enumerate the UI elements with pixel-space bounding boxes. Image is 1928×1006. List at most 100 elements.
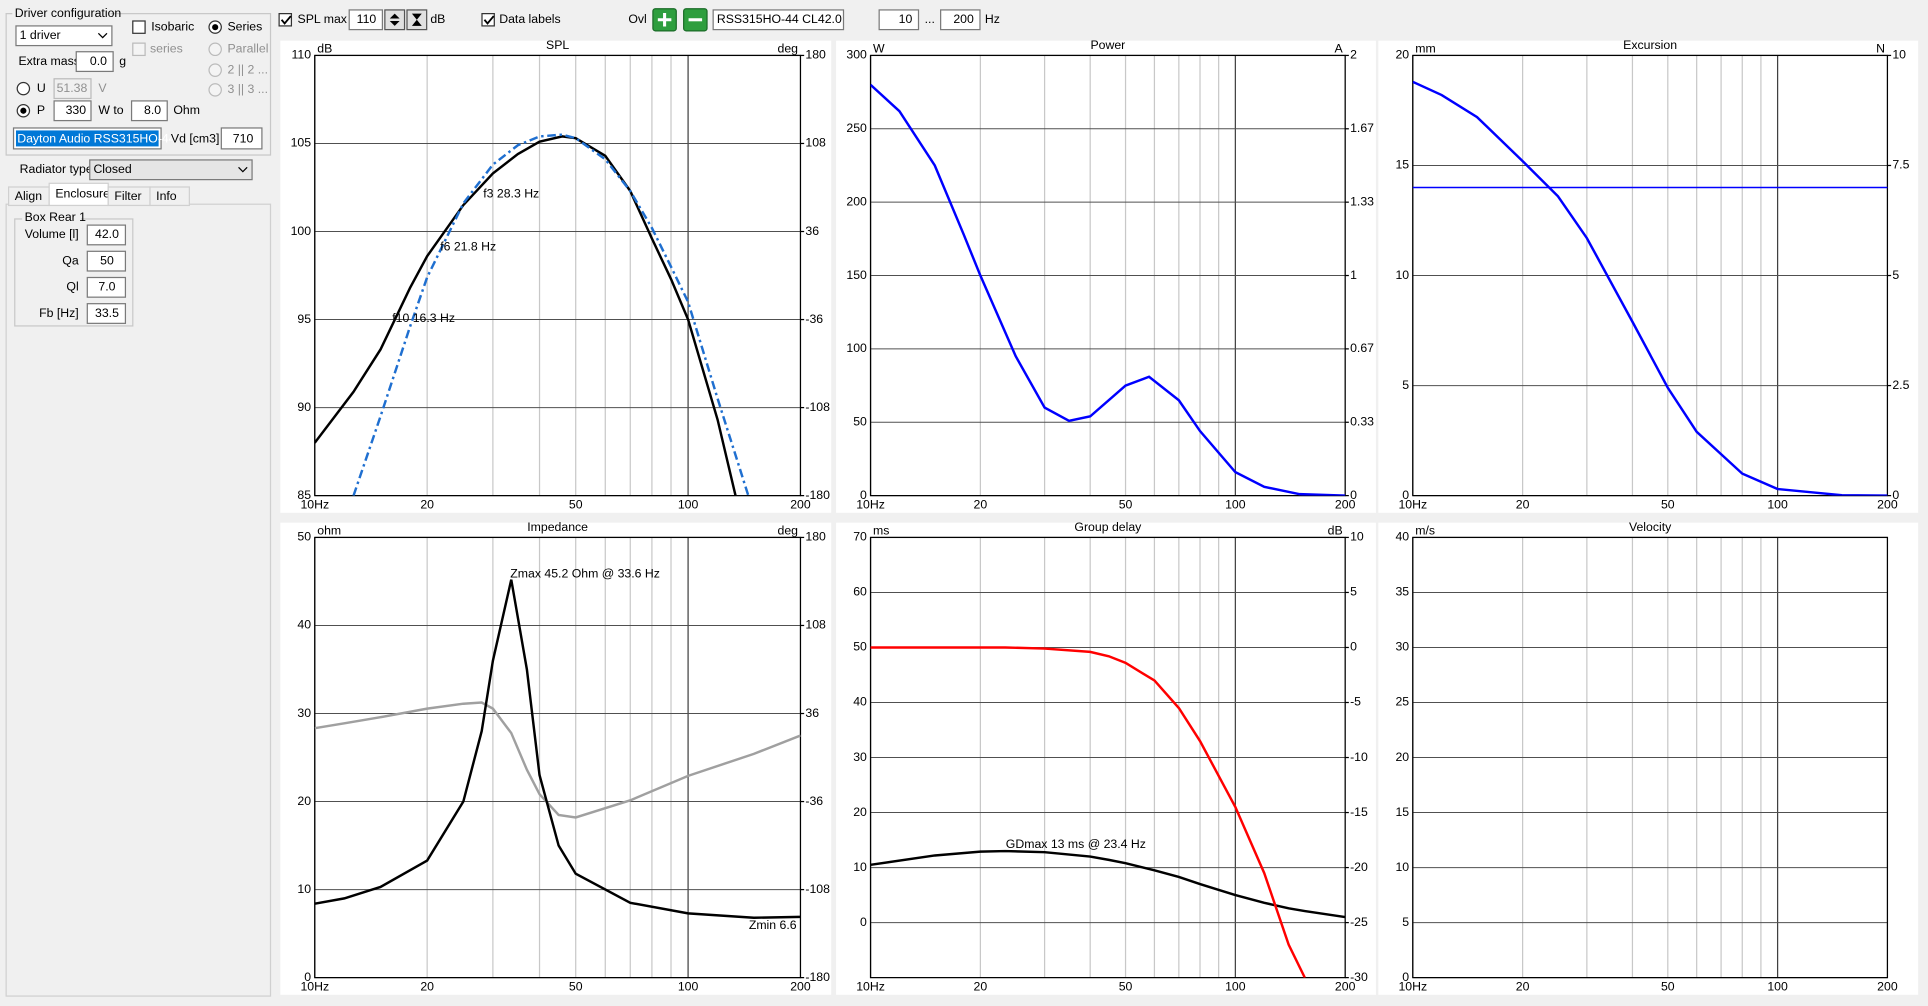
textbox[interactable] [220,127,263,150]
y-tick-label: 110 [291,48,311,62]
y2-tick-label: -180 [805,488,830,502]
tab[interactable] [149,186,190,207]
group-box [5,13,272,156]
x-tick-label: 200 [1335,980,1356,994]
spin-button[interactable] [384,9,406,31]
textbox[interactable] [348,9,384,31]
driver-panel: Driver configuration 1 driver Isobaric S… [5,6,272,997]
y-tick-label: 60 [853,585,867,599]
chart-title: Power [1090,38,1125,52]
radio[interactable] [208,83,222,97]
x-tick-label: 20 [1516,980,1530,994]
label: Extra mass [18,54,79,68]
radio[interactable] [16,81,31,96]
y2-tick-label: 5 [1892,268,1899,282]
checkbox[interactable] [132,20,146,34]
label: Parallel [227,42,268,56]
y-tick-label: 250 [846,121,867,135]
plot-border [869,54,1346,497]
x-tick-label: 50 [1661,498,1675,512]
chart-panel: 10Hz 20 50 100 2000510152002.557.510Excursio… [1378,38,1919,513]
textbox[interactable] [940,9,981,31]
check [483,15,495,25]
tab-label: Filter [114,189,141,203]
y2-tick-label: 5 [1350,585,1357,599]
dropdown[interactable] [89,159,253,181]
textbox[interactable] [878,9,920,31]
radio[interactable] [208,42,222,57]
y-tick-label: 95 [297,312,311,326]
value: 50 [100,253,114,267]
y2-tick-label: 108 [805,618,826,632]
checkbox[interactable] [481,13,495,27]
y-tick-label: 50 [853,415,867,429]
x-tick-label: 50 [569,980,583,994]
y-tick-label: 20 [853,805,867,819]
y-tick-label: 0 [860,915,867,929]
charts: 10Hz 20 50 100 200859095100105110-180-108-36… [280,38,1919,995]
selection [15,130,159,147]
x-tick-label: 100 [1767,980,1788,994]
x-tick-label: 200 [790,980,811,994]
chart-title: Excursion [1623,38,1677,52]
y-tick-label: 10 [1395,268,1409,282]
value: RSS315HO-44 CL42.0 [717,12,842,26]
check [280,15,292,25]
tab-panel [5,203,272,997]
y-tick-label: 150 [846,268,867,282]
icon [411,13,422,26]
textbox[interactable] [86,250,127,272]
y-tick-label: 30 [1395,640,1409,654]
y-tick-label: 35 [1395,585,1409,599]
value: 42.0 [95,227,119,241]
checkbox[interactable] [132,42,146,57]
textbox[interactable] [86,303,127,324]
group-title-bg [22,211,82,227]
x-tick-label: 200 [1877,980,1898,994]
textbox[interactable] [86,224,127,246]
y2-tick-label: -36 [805,312,823,326]
value: 8.0 [144,103,161,117]
textbox[interactable] [86,276,127,298]
y2-tick-label: 0.67 [1350,341,1374,355]
textbox[interactable] [53,78,92,100]
x-tick-label: 100 [1225,498,1246,512]
y2-tick-label: -36 [805,794,823,808]
data-label: Zmax 45.2 Ohm @ 33.6 Hz [510,567,660,581]
y-tick-label: 40 [853,695,867,709]
y2-tick-label: 0.33 [1350,415,1374,429]
y2-unit: dB [1328,524,1343,538]
x-tick-label: 200 [790,498,811,512]
label: W to [98,103,123,117]
y-tick-label: 30 [297,706,311,720]
plot-border [1412,536,1889,979]
data-label: Zmin 6.6 C [749,918,809,932]
y2-tick-label: 36 [805,706,819,720]
textbox[interactable] [712,9,845,31]
x-tick-label: 10Hz [1398,498,1427,512]
group-title-bg [12,6,111,21]
y2-tick-label: 2 [1350,48,1357,62]
chart-title: SPL [546,38,569,52]
y2-tick-label: 10 [1350,530,1364,544]
textbox[interactable] [53,100,92,122]
label: Data labels [499,12,560,26]
group-title: Box Rear 1 [25,210,87,224]
y2-tick-label: -108 [805,882,830,896]
y-tick-label: 200 [846,194,867,208]
y-unit: m/s [1415,524,1435,538]
y2-tick-label: -30 [1350,970,1368,984]
checkbox[interactable] [278,13,293,27]
textbox[interactable] [130,100,168,122]
label: SPL max [298,12,348,26]
value: 110 [357,12,377,26]
textbox[interactable] [75,51,114,73]
icon [389,13,400,26]
y-tick-label: 0 [1402,970,1409,984]
dropdown[interactable] [15,25,113,47]
x-tick-label: 10Hz [300,980,329,994]
radio[interactable] [208,63,222,77]
y2-tick-label: -15 [1350,805,1368,819]
x-tick-label: 100 [1225,980,1246,994]
y2-unit: deg [778,524,799,538]
